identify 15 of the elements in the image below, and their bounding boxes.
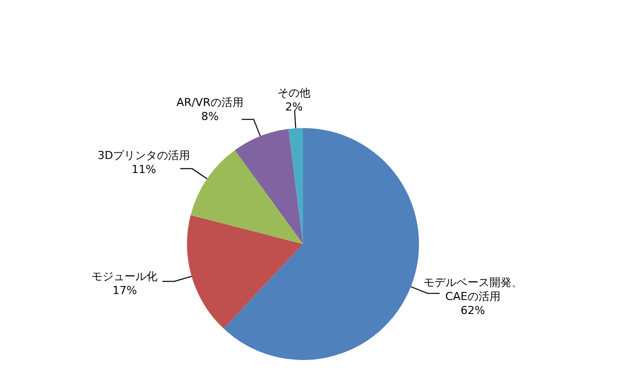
slice-label: モジュール化 [92, 270, 158, 284]
slice-label: モデルベース開発、CAEの活用 [423, 276, 522, 304]
pie-slice [190, 150, 303, 244]
slice-label: AR/VRの活用 [176, 96, 244, 110]
data-label: 2% [285, 100, 303, 114]
data-label: 17% [112, 284, 137, 298]
pie-slice [224, 128, 419, 360]
slice-label: その他 [277, 86, 310, 100]
data-label: 8% [201, 110, 219, 124]
data-label: 62% [460, 304, 486, 318]
pie-slice [288, 128, 303, 244]
slice-label: 3Dプリンタの活用 [98, 149, 190, 162]
pie-slice [187, 215, 303, 329]
pie-slice [234, 128, 303, 244]
data-label: 11% [132, 163, 156, 176]
